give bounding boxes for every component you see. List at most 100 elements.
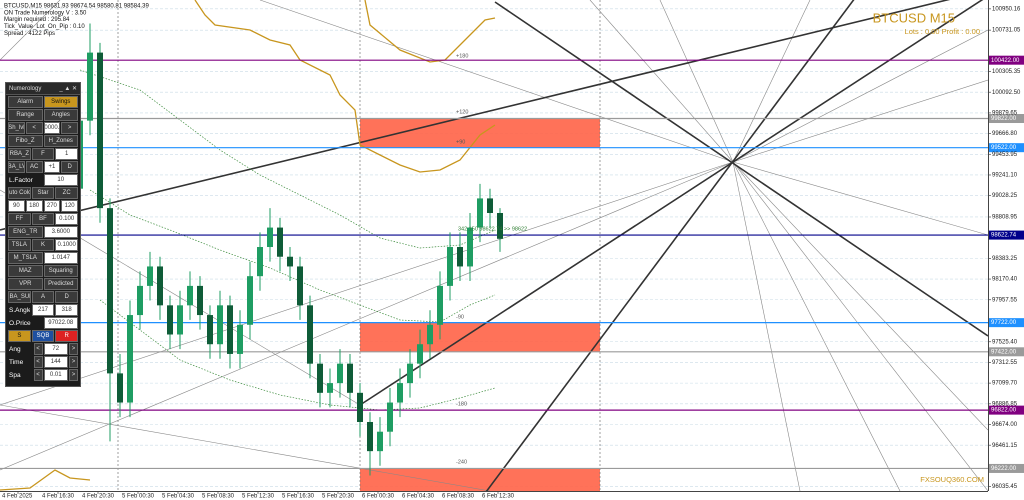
moving-average [89,189,496,323]
candle-body [117,373,123,403]
panel-button[interactable]: M_TSLA [8,252,43,264]
panel-button[interactable]: 1 [55,148,79,160]
candle-body [227,305,233,354]
panel-button[interactable]: 1.0147 [43,252,78,264]
panel-button[interactable]: Angles [43,109,78,121]
panel-button[interactable]: AC [25,161,43,173]
panel-button[interactable]: 318 [55,304,79,316]
panel-button[interactable]: 120 [61,200,78,212]
panel-row: Alarm Swings [8,96,78,108]
level-label: 100422.00 [991,58,1020,64]
panel-button[interactable]: < [25,122,43,134]
panel-button[interactable]: 217 [31,304,55,316]
y-tick-label: 97525.40 [992,339,1018,345]
panel-button[interactable]: ZC [55,187,79,199]
panel-button[interactable]: Star [31,187,55,199]
candle-body [247,276,253,325]
panel-button[interactable]: 270 [43,200,61,212]
panel-button[interactable]: Range [8,109,43,121]
panel-button[interactable]: MAZ [8,265,43,277]
panel-rows: AlarmSwingsRangeAnglesSh_lvl<100000.00>F… [6,96,80,381]
panel-button[interactable]: 144 [43,356,68,368]
panel-button[interactable]: Spa [8,369,33,381]
panel-button[interactable]: +1 [43,161,61,173]
candle-body [307,305,313,364]
panel-button[interactable]: Squaring [43,265,78,277]
panel-button[interactable]: 180 [25,200,43,212]
panel-button[interactable]: D [55,291,79,303]
panel-title: Numerology [9,85,42,92]
panel-button[interactable]: < [33,343,43,355]
candle-body [317,363,323,393]
panel-button[interactable]: Ang [8,343,33,355]
axis-layer: 100950.16 100731.05 100305.35 100092.50 9987… [2,6,1021,499]
panel-row: Time <144 > [8,356,78,368]
panel-button[interactable]: RBA_LVL [8,161,25,173]
panel-button[interactable]: RBA_SUN [8,291,31,303]
panel-button[interactable]: ENG_TR [8,226,43,238]
panel-row: 90 180 270 120 [8,200,78,212]
panel-window-icons[interactable]: _ ▲ ✕ [59,86,77,92]
panel-row: ENG_TR 3.6000 [8,226,78,238]
info-line: Spread : 4122 Pips [4,31,55,37]
panel-button[interactable]: TSLA [8,239,31,251]
y-tick-label: 100305.35 [992,69,1021,75]
panel-button[interactable]: 10 [43,174,78,186]
panel-button[interactable]: < [33,356,43,368]
panel-button[interactable]: 90 [8,200,25,212]
panel-button[interactable]: 3.6000 [43,226,78,238]
panel-button[interactable]: 97022.08 [43,317,78,329]
panel-button[interactable]: Swings [43,96,78,108]
panel-button[interactable]: Sh_lvl [8,122,25,134]
panel-button[interactable]: > [69,343,78,355]
panel-button[interactable]: 0.01 [43,369,68,381]
panel-button[interactable]: SQB [31,330,55,342]
panel-button[interactable]: A [31,291,55,303]
panel-button[interactable]: 0.1000 [55,239,79,251]
y-tick-label: 97957.55 [992,297,1018,303]
panel-button[interactable]: > [69,369,78,381]
candle-body [167,305,173,335]
panel-button[interactable]: FF [8,213,31,225]
symbol-title: BTCUSD M15 [873,10,955,25]
panel-button[interactable]: Time [8,356,33,368]
y-tick-label: 100950.16 [992,6,1021,12]
candle-body [267,227,273,248]
panel-button[interactable]: 0.100 [55,213,79,225]
panel-row: Ang <72 > [8,343,78,355]
panel-row: L.Factor 10 [8,174,78,186]
panel-button[interactable]: K [31,239,55,251]
panel-button[interactable]: F [31,148,55,160]
panel-button[interactable]: < [33,369,43,381]
panel-button[interactable]: Predicted [43,278,78,290]
panel-button[interactable]: D [61,161,78,173]
panel-button[interactable]: > [69,356,78,368]
moving-average [79,69,496,249]
panel-button[interactable]: 100000.00 [43,122,61,134]
x-tick-label: 5 Feb 20:30 [322,494,355,500]
y-tick-label: 99453.95 [992,152,1018,158]
panel-button[interactable]: BF [31,213,55,225]
panel-button[interactable]: S.Angle [8,304,31,316]
annotation-layer: +180 +120 +90 342.150 98622.74 >> 98622 -90 -… [456,53,527,465]
candle-body [347,363,353,393]
level-label-box [989,143,1024,153]
panel-button[interactable]: S [8,330,31,342]
panel-button[interactable]: Fibo_Z [8,135,43,147]
candle-layer [7,23,503,476]
panel-button[interactable]: O.Price [8,317,43,329]
panel-button[interactable]: Auto Color [8,187,31,199]
x-tick-label: 5 Feb 00:30 [122,494,155,500]
panel-button[interactable]: H_Zones [43,135,78,147]
panel-button[interactable]: RBA_Z [8,148,31,160]
panel-button[interactable]: R [55,330,79,342]
panel-button[interactable]: L.Factor [8,174,43,186]
candle-body [127,315,133,403]
panel-button[interactable]: > [61,122,78,134]
panel-button[interactable]: 72 [43,343,68,355]
gann-main-lines [0,0,988,491]
panel-row: Auto ColorStarZC [8,187,79,199]
panel-button[interactable]: Alarm [8,96,43,108]
panel-button[interactable]: VPR [8,278,43,290]
level-label: 96222.00 [991,466,1017,472]
